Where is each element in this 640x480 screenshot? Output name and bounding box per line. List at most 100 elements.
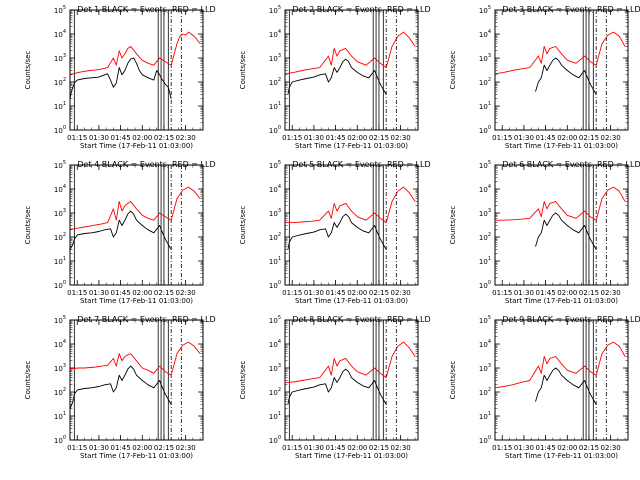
x-tick-label: 02:30 — [391, 289, 411, 297]
panel-det-9: Det 9 BLACK = Events, RED = LLD Counts/se… — [449, 315, 640, 460]
x-tick-label: 01:30 — [514, 134, 534, 142]
x-tick-label: 01:30 — [89, 134, 109, 142]
y-tick-label: 102 — [54, 232, 66, 242]
y-axis-title: Counts/sec — [24, 51, 32, 90]
y-tick-label: 100 — [54, 280, 66, 290]
series-events-line — [535, 57, 597, 95]
plot-frame — [284, 9, 419, 131]
x-tick-label: 01:45 — [536, 289, 556, 297]
x-tick-label: 02:00 — [347, 289, 367, 297]
x-tick-label: 02:30 — [601, 289, 621, 297]
y-tick-label: 101 — [269, 256, 281, 266]
series-events-line — [535, 212, 597, 250]
x-axis-title: Start Time (17-Feb-11 01:03:00) — [505, 297, 618, 305]
x-tick-label: 01:15 — [492, 134, 512, 142]
y-tick-label: 103 — [54, 363, 66, 373]
series-lld-line — [285, 341, 416, 383]
x-tick-label: 02:00 — [347, 444, 367, 452]
y-tick-label: 102 — [269, 77, 281, 87]
y-tick-label: 103 — [54, 53, 66, 63]
y-tick-label: 101 — [269, 101, 281, 111]
x-tick-label: 02:15 — [369, 444, 389, 452]
y-tick-label: 103 — [479, 208, 491, 218]
x-axis-title: Start Time (17-Feb-11 01:03:00) — [505, 452, 618, 460]
y-tick-label: 104 — [54, 29, 66, 39]
y-tick-label: 103 — [269, 208, 281, 218]
x-tick-label: 02:30 — [601, 444, 621, 452]
panel-title: Det 2 BLACK = Events, RED = LLD — [292, 5, 430, 14]
y-tick-label: 104 — [479, 339, 491, 349]
x-tick-label: 01:30 — [304, 444, 324, 452]
y-tick-label: 105 — [269, 315, 281, 325]
x-tick-label: 02:30 — [391, 444, 411, 452]
x-tick-label: 01:45 — [111, 289, 131, 297]
panel-title: Det 7 BLACK = Events, RED = LLD — [77, 315, 215, 324]
x-tick-label: 02:00 — [347, 134, 367, 142]
y-axis-title: Counts/sec — [24, 361, 32, 400]
x-tick-label: 01:45 — [326, 289, 346, 297]
y-tick-label: 105 — [269, 160, 281, 170]
y-tick-label: 100 — [269, 125, 281, 135]
x-tick-label: 02:15 — [154, 134, 174, 142]
x-axis-title: Start Time (17-Feb-11 01:03:00) — [295, 142, 408, 150]
panel-det-8: Det 8 BLACK = Events, RED = LLD Counts/se… — [239, 315, 431, 460]
series-events-line — [287, 213, 387, 250]
y-tick-label: 101 — [479, 101, 491, 111]
panel-det-2: Det 2 BLACK = Events, RED = LLD Counts/se… — [239, 5, 431, 150]
y-axis-title: Counts/sec — [239, 51, 247, 90]
x-axis-title: Start Time (17-Feb-11 01:03:00) — [80, 297, 193, 305]
y-tick-label: 104 — [269, 29, 281, 39]
y-tick-label: 100 — [269, 280, 281, 290]
x-tick-label: 02:00 — [557, 444, 577, 452]
x-tick-label: 02:15 — [369, 134, 389, 142]
y-tick-label: 104 — [479, 184, 491, 194]
series-events-line — [287, 368, 387, 405]
y-axis-title: Counts/sec — [449, 361, 457, 400]
series-lld-line — [70, 341, 201, 376]
y-tick-label: 105 — [54, 5, 66, 15]
plot-frame — [69, 164, 204, 286]
panel-det-6: Det 6 BLACK = Events, RED = LLD Counts/se… — [449, 160, 640, 305]
y-tick-label: 103 — [54, 208, 66, 218]
y-tick-label: 102 — [479, 77, 491, 87]
y-tick-label: 100 — [269, 435, 281, 445]
plot-frame — [284, 164, 419, 286]
y-tick-label: 105 — [54, 160, 66, 170]
plot-frame — [494, 9, 629, 131]
panel-title: Det 8 BLACK = Events, RED = LLD — [292, 315, 430, 324]
panel-title: Det 4 BLACK = Events, RED = LLD — [77, 160, 215, 169]
series-events-line — [535, 367, 597, 405]
series-lld-line — [285, 186, 416, 224]
y-tick-label: 102 — [479, 387, 491, 397]
x-tick-label: 02:15 — [154, 289, 174, 297]
series-events-line — [70, 210, 172, 250]
y-tick-label: 104 — [269, 184, 281, 194]
y-tick-label: 105 — [479, 160, 491, 170]
y-axis-title: Counts/sec — [449, 206, 457, 245]
x-tick-label: 02:00 — [557, 289, 577, 297]
x-tick-label: 01:45 — [536, 134, 556, 142]
x-axis-title: Start Time (17-Feb-11 01:03:00) — [295, 297, 408, 305]
y-tick-label: 104 — [479, 29, 491, 39]
series-lld-line — [70, 31, 201, 75]
y-tick-label: 101 — [479, 411, 491, 421]
x-tick-label: 01:30 — [514, 289, 534, 297]
y-tick-label: 100 — [479, 280, 491, 290]
x-tick-label: 02:15 — [369, 289, 389, 297]
x-tick-label: 01:30 — [89, 444, 109, 452]
y-tick-label: 105 — [54, 315, 66, 325]
y-axis-title: Counts/sec — [239, 361, 247, 400]
x-tick-label: 01:15 — [282, 134, 302, 142]
y-tick-label: 104 — [54, 184, 66, 194]
y-tick-label: 101 — [269, 411, 281, 421]
y-tick-label: 102 — [269, 232, 281, 242]
plot-frame — [494, 319, 629, 441]
y-tick-label: 104 — [54, 339, 66, 349]
x-tick-label: 01:15 — [67, 444, 87, 452]
series-lld-line — [495, 186, 626, 221]
panel-title: Det 3 BLACK = Events, RED = LLD — [502, 5, 640, 14]
x-tick-label: 01:30 — [89, 289, 109, 297]
series-lld-line — [495, 31, 626, 75]
y-tick-label: 101 — [54, 256, 66, 266]
x-tick-label: 02:30 — [391, 134, 411, 142]
